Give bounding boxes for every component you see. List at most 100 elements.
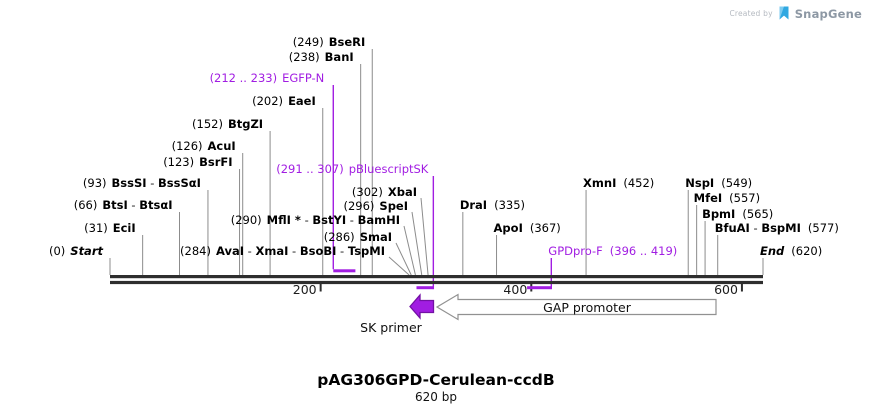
sk-primer-arrow[interactable] [409, 293, 435, 320]
snapgene-watermark: Created by SnapGene [729, 6, 862, 21]
enzyme-name: BspMI [761, 221, 801, 235]
site-label-smai[interactable]: (286) SmaI [324, 231, 392, 244]
site-label-eaei[interactable]: (202) EaeI [252, 95, 316, 108]
enzyme-name: NspI [685, 176, 715, 190]
site-label-drai[interactable]: DraI (335) [460, 199, 525, 212]
site-label-start[interactable]: (0) Start [49, 245, 103, 258]
sk-primer-label: SK primer [360, 319, 422, 335]
enzyme-name: BseRI [328, 35, 366, 49]
site-label-end[interactable]: End (620) [760, 245, 822, 258]
site-position: (549) [721, 176, 753, 190]
enzyme-name: BtgZI [227, 117, 264, 131]
primer-bar-egfp-n-bar[interactable] [333, 269, 356, 273]
connector-xbai [420, 197, 429, 276]
enzyme-name: BsrFI [199, 155, 233, 169]
site-label-bsrfi[interactable]: (123) BsrFI [163, 156, 232, 169]
enzyme-name: GPDpro-F [548, 244, 603, 258]
site-position: (557) [729, 191, 761, 205]
primer-bar-gpdpro-f-bar[interactable] [527, 286, 552, 290]
site-position: (126) [171, 139, 203, 153]
site-label-bseri[interactable]: (249) BseRI [293, 36, 365, 49]
plasmid-title: pAG306GPD-Cerulean-ccdB [317, 371, 555, 389]
plasmid-length: 620 bp [415, 390, 457, 404]
enzyme-name: BtsI [102, 198, 128, 212]
site-position: (286) [323, 230, 355, 244]
enzyme-name: SmaI [359, 230, 392, 244]
enzyme-name: TspMI [347, 244, 385, 258]
site-label-bsssi[interactable]: (93) BssSI - BssSαI [82, 176, 201, 190]
site-label-nspi[interactable]: NspI (549) [685, 177, 752, 190]
site-position: (577) [807, 221, 839, 235]
site-position: (335) [494, 198, 526, 212]
site-label-xbai[interactable]: (302) XbaI [352, 186, 417, 199]
enzyme-name: AcuI [207, 139, 236, 153]
enzyme-name: XmnI [583, 176, 617, 190]
site-label-btgzi[interactable]: (152) BtgZI [192, 118, 263, 131]
gap-promoter-arrow[interactable] [435, 293, 717, 321]
enzyme-name: BamHI [357, 213, 400, 227]
site-position: (212 .. 233) [209, 71, 278, 85]
enzyme-name: ApoI [493, 221, 523, 235]
site-label-bani[interactable]: (238) BanI [289, 51, 354, 64]
enzyme-name: BpmI [702, 207, 736, 221]
enzyme-name: BanI [324, 50, 354, 64]
site-label-btsi[interactable]: (66) BtsI - BtsαI [73, 198, 173, 212]
enzyme-name: AvaI [215, 244, 245, 258]
axis-label-200: 200 [292, 281, 317, 297]
enzyme-name: pBluescriptSK [348, 162, 429, 176]
site-label-mfei[interactable]: MfeI (557) [694, 192, 760, 205]
primer-bar-pbluescriptsk-bar[interactable] [416, 286, 434, 290]
site-position: (152) [192, 117, 223, 131]
enzyme-name: EaeI [288, 94, 316, 108]
site-label-acui[interactable]: (126) AcuI [172, 140, 236, 153]
site-label-mfli[interactable]: (290) MflI * - BstYI - BamHI [230, 213, 400, 227]
site-position: (284) [180, 244, 211, 258]
site-label-bfuai[interactable]: BfuAI - BspMI (577) [714, 221, 839, 235]
site-position: (367) [529, 221, 561, 235]
site-position: (123) [163, 155, 195, 169]
site-label-pbluescriptsk[interactable]: (291 .. 307) pBluescriptSK [276, 163, 428, 176]
site-position: (565) [742, 207, 774, 221]
enzyme-name: BsoBI [299, 244, 337, 258]
enzyme-name: MflI * [266, 213, 301, 227]
site-position: (396 .. 419) [609, 244, 678, 258]
connector-spei [411, 211, 423, 276]
site-position: (31) [84, 221, 108, 235]
site-label-xmni[interactable]: XmnI (452) [583, 177, 654, 190]
axis-label-600: 600 [714, 281, 738, 297]
snapgene-brand-text: SnapGene [794, 6, 862, 21]
created-by-text: Created by [729, 9, 773, 18]
enzyme-name: BstYI [312, 213, 347, 227]
snapgene-logo-icon [778, 6, 790, 21]
site-position: (238) [288, 50, 320, 64]
site-position: (202) [252, 94, 284, 108]
connector-avai [388, 256, 410, 276]
site-position: (291 .. 307) [276, 162, 344, 176]
sequence-line-bottom [110, 280, 763, 285]
gap-promoter-label: GAP promoter [543, 300, 631, 315]
enzyme-name: XmaI [255, 244, 289, 258]
site-label-bpmi[interactable]: BpmI (565) [702, 208, 773, 221]
enzyme-name: DraI [459, 198, 488, 212]
enzyme-name: SpeI [379, 199, 408, 213]
site-position: (302) [351, 185, 383, 199]
site-position: (249) [292, 35, 324, 49]
site-label-avai[interactable]: (284) AvaI - XmaI - BsoBI - TspMI [180, 244, 385, 258]
site-label-apoi[interactable]: ApoI (367) [494, 222, 561, 235]
sequence-line-top [110, 275, 763, 279]
axis-label-400: 400 [503, 281, 528, 297]
site-position: (66) [73, 198, 98, 212]
site-label-egfp-n[interactable]: (212 .. 233) EGFP-N [210, 72, 325, 85]
site-position: (0) [48, 244, 66, 258]
site-label-ecii[interactable]: (31) EciI [84, 222, 136, 235]
connector-smai [395, 242, 412, 276]
enzyme-name: End [760, 244, 785, 258]
site-label-spei[interactable]: (296) SpeI [343, 200, 408, 213]
enzyme-name: EGFP-N [282, 71, 325, 85]
enzyme-name: BssSαI [158, 176, 201, 190]
enzyme-name: BfuAI [714, 221, 750, 235]
site-label-gpdpro-f[interactable]: GPDpro-F (396 .. 419) [548, 245, 677, 258]
site-position: (93) [82, 176, 107, 190]
